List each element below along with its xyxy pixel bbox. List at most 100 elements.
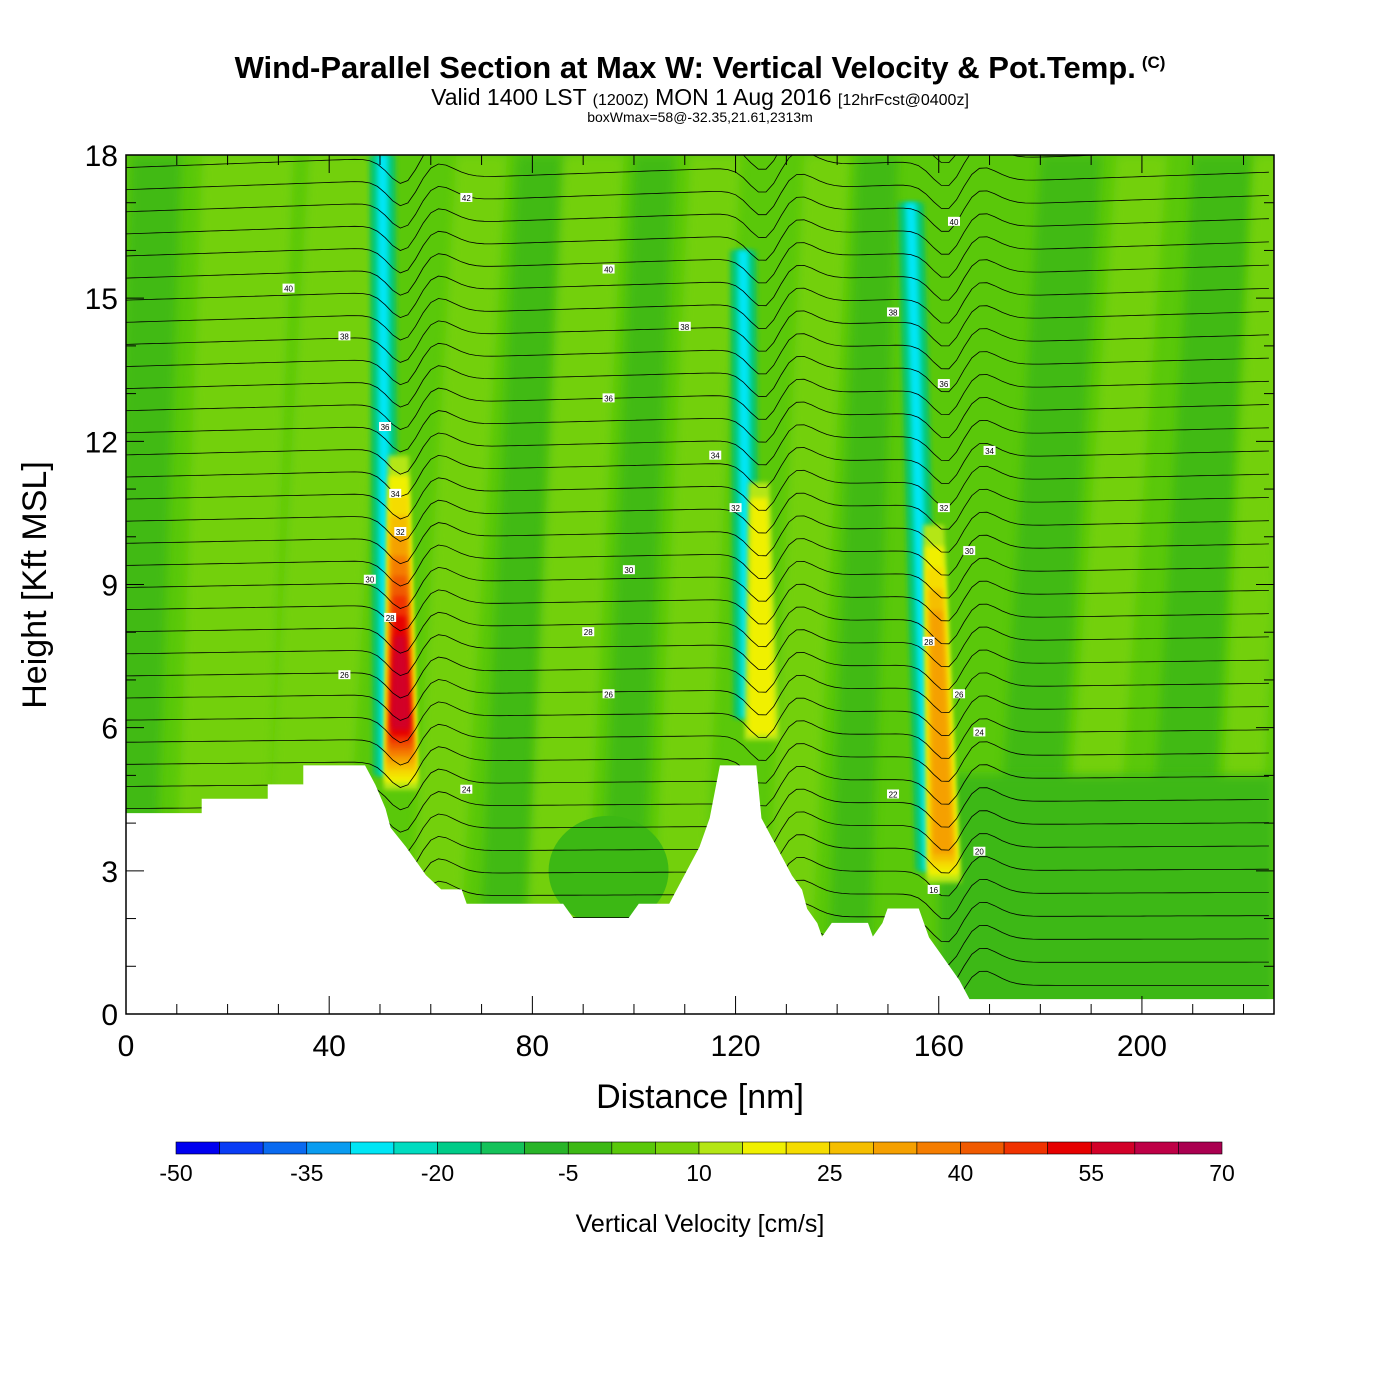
theta-label-bg <box>937 379 950 389</box>
colorbar-swatch <box>829 1141 874 1155</box>
colorbar <box>175 1141 1223 1155</box>
theta-label-bg <box>384 612 397 622</box>
theta-contour <box>126 213 1269 274</box>
theta-label-bg <box>389 488 402 498</box>
theta-contour-labels: 42 40 40 40 38 38 38 36 36 36 34 34 34 32 32 32 30 30 30 28… <box>282 192 996 895</box>
y-tick-label: 0 <box>101 999 118 1032</box>
theta-label-bg <box>709 450 722 460</box>
theta-label: 26 <box>338 670 351 680</box>
theta-label-text: 34 <box>391 490 400 499</box>
colorbar-tick-label: 40 <box>948 1160 974 1186</box>
colorbar-swatch <box>611 1141 656 1155</box>
theta-label: 32 <box>937 503 950 513</box>
theta-contour <box>126 282 1269 341</box>
field-streak <box>126 155 182 1014</box>
theta-label-text: 28 <box>924 638 933 647</box>
valid-date: MON 1 Aug 2016 <box>655 84 832 110</box>
theta-label: 42 <box>460 192 473 203</box>
theta-contour <box>126 534 1269 587</box>
theta-label: 24 <box>973 727 986 737</box>
theta-label: 32 <box>394 527 407 537</box>
valid-zulu: (1200Z) <box>592 92 649 109</box>
theta-label-bg <box>602 264 615 274</box>
updraft-core <box>930 610 953 855</box>
theta-label-text: 32 <box>939 504 948 513</box>
theta-contour <box>126 465 1269 520</box>
theta-label: 40 <box>602 264 615 275</box>
theta-label-text: 26 <box>340 671 349 680</box>
x-tick-label: 160 <box>914 1030 964 1063</box>
theta-label-bg <box>460 784 473 794</box>
theta-label-text: 34 <box>985 447 994 456</box>
colorbar-swatch <box>567 1141 613 1155</box>
theta-label: 28 <box>922 636 935 647</box>
theta-label: 36 <box>379 422 392 432</box>
field-streak <box>826 155 899 1014</box>
theta-contour <box>126 488 1269 542</box>
theta-label: 26 <box>602 689 615 699</box>
colorbar-swatch <box>393 1141 438 1155</box>
theta-contour <box>126 741 1269 788</box>
theta-label-text: 32 <box>396 528 405 537</box>
theta-contour <box>126 442 1269 498</box>
theta-label-bg <box>937 503 950 513</box>
x-axis-label: Distance [nm] <box>596 1078 804 1116</box>
theta-label-text: 40 <box>604 266 613 275</box>
theta-label-text: 30 <box>624 566 633 575</box>
valid-prefix: Valid 1400 LST <box>431 84 587 110</box>
theta-label-bg <box>973 727 986 737</box>
field-streak <box>522 155 624 1014</box>
colorbar-swatch <box>219 1141 264 1155</box>
theta-label: 22 <box>887 789 900 799</box>
theta-label-text: 40 <box>284 285 293 294</box>
theta-contour <box>126 190 1269 251</box>
theta-contour <box>126 236 1269 296</box>
theta-contour <box>126 511 1269 565</box>
colorbar-swatch <box>698 1141 743 1155</box>
theta-contour <box>126 374 1269 430</box>
y-axis-tick-labels: 0 3 6 9 12 15 18 <box>85 140 118 1032</box>
theta-label: 36 <box>937 379 950 389</box>
plot-area: 42 40 40 40 38 38 38 36 36 36 34 34 34 32 32 32 30 30 30 28… <box>126 155 1274 1014</box>
colorbar-swatch <box>655 1141 700 1155</box>
theta-label-text: 30 <box>965 547 974 556</box>
colorbar-tick-label: 10 <box>686 1160 712 1186</box>
colorbar-swatch <box>524 1141 569 1155</box>
theta-contour <box>126 672 1269 721</box>
colorbar-tick-label: -20 <box>421 1160 454 1186</box>
theta-label: 38 <box>678 321 691 332</box>
colorbar-tick-label: -50 <box>159 1160 192 1186</box>
theta-label-text: 28 <box>386 614 395 623</box>
theta-label-bg <box>460 192 473 202</box>
colorbar-swatch <box>742 1141 787 1155</box>
theta-label-bg <box>983 445 996 455</box>
theta-label: 16 <box>927 884 940 895</box>
y-tick-label: 15 <box>85 283 118 316</box>
theta-contour <box>126 419 1269 475</box>
colorbar-tick-label: 25 <box>817 1160 843 1186</box>
colorbar-swatch <box>1047 1141 1092 1155</box>
colorbar-swatch <box>306 1141 351 1155</box>
theta-label-bg <box>622 565 635 575</box>
theta-label-bg <box>582 627 595 637</box>
theta-label-text: 34 <box>711 452 720 461</box>
theta-label-bg <box>363 574 376 584</box>
theta-label: 28 <box>384 612 397 623</box>
theta-contour <box>126 259 1269 319</box>
theta-label: 30 <box>363 574 376 585</box>
theta-contour <box>126 351 1269 408</box>
theta-label-text: 42 <box>462 194 471 203</box>
theta-contour <box>126 328 1269 386</box>
y-tick-label: 9 <box>101 570 118 603</box>
chart-subtitle: Valid 1400 LST (1200Z) MON 1 Aug 2016 [1… <box>0 84 1400 111</box>
colorbar-tick-label: 55 <box>1078 1160 1104 1186</box>
theta-label-bg <box>973 846 986 856</box>
x-tick-label: 200 <box>1117 1030 1167 1063</box>
theta-label-text: 26 <box>604 690 613 699</box>
theta-label-text: 38 <box>340 332 349 341</box>
forecast-info: [12hrFcst@0400z] <box>837 92 969 109</box>
field-streak <box>763 155 850 1014</box>
theta-label-bg <box>947 216 960 226</box>
velocity-field <box>126 155 1274 1014</box>
colorbar-swatch <box>1090 1141 1136 1155</box>
